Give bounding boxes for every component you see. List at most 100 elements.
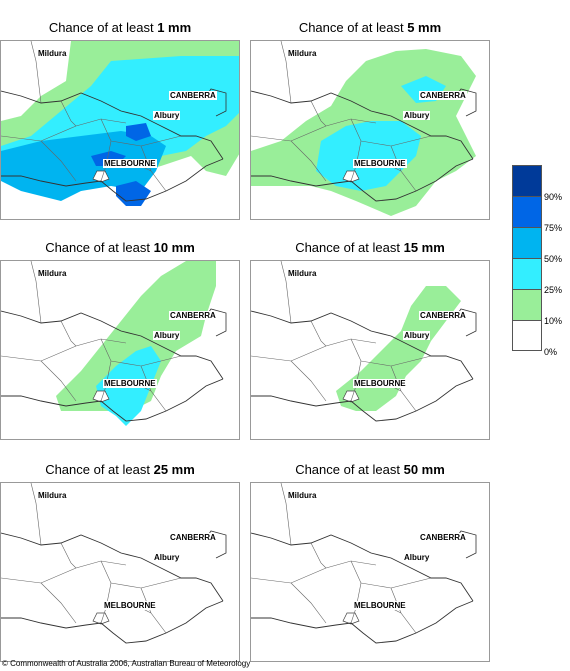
district-boundary [310, 100, 327, 127]
district-boundary [350, 118, 362, 182]
state-border [251, 532, 474, 602]
city-label-albury: Albury [153, 331, 181, 340]
district-boundary [310, 320, 327, 347]
district-boundary [280, 261, 292, 324]
threshold-label: 10 mm [153, 240, 195, 255]
probability-area [316, 121, 421, 191]
city-label-melbourne: MELBOURNE [353, 379, 407, 388]
map-svg [1, 41, 239, 206]
district-boundary [290, 582, 327, 624]
legend-label: 90% [544, 192, 563, 202]
district-boundary [30, 41, 42, 104]
city-label-mildura: Mildura [37, 269, 68, 278]
probability-area [56, 261, 216, 411]
probability-map: Mildura CANBERRA Albury MELBOURNE [250, 260, 490, 440]
probability-area [126, 123, 151, 141]
legend-label: 50% [544, 254, 563, 264]
legend-swatch [512, 165, 542, 196]
district-boundary [310, 542, 327, 569]
city-label-canberra: CANBERRA [169, 311, 217, 320]
district-boundary [360, 355, 432, 367]
city-label-albury: Albury [403, 111, 431, 120]
district-boundary [251, 560, 377, 584]
city-label-melbourne: MELBOURNE [103, 601, 157, 610]
legend-label: 75% [544, 223, 563, 233]
city-label-mildura: Mildura [37, 491, 68, 500]
coastline [251, 600, 474, 644]
threshold-label: 50 mm [403, 462, 445, 477]
district-boundary [60, 320, 77, 347]
coastline [251, 378, 474, 422]
map-svg [1, 483, 227, 644]
coastline [1, 600, 224, 644]
state-border [251, 90, 474, 160]
district-boundary [350, 338, 362, 402]
district-boundary [350, 560, 362, 624]
district-boundary [290, 140, 327, 182]
coastline [1, 158, 224, 202]
legend-label: 0% [544, 347, 558, 357]
district-boundary [60, 542, 77, 569]
panel-title: Chance of at least 5 mm [298, 20, 442, 35]
map-svg [251, 261, 477, 422]
district-boundary [40, 582, 77, 624]
city-label-canberra: CANBERRA [419, 91, 467, 100]
map-svg [1, 261, 227, 426]
district-boundary [40, 360, 77, 402]
legend-swatch [512, 258, 542, 289]
state-border [251, 310, 474, 380]
city-label-mildura: Mildura [287, 269, 318, 278]
legend-swatch [512, 289, 542, 320]
probability-map: Mildura CANBERRA Albury MELBOURNE [0, 482, 240, 662]
map-svg [251, 41, 477, 216]
city-label-albury: Albury [153, 111, 181, 120]
panel-title: Chance of at least 15 mm [295, 240, 445, 255]
district-boundary [110, 355, 182, 367]
legend-label: 25% [544, 285, 563, 295]
threshold-label: 25 mm [153, 462, 195, 477]
coastline [1, 378, 224, 422]
city-label-canberra: CANBERRA [419, 311, 467, 320]
city-label-mildura: Mildura [287, 491, 318, 500]
district-boundary [1, 560, 127, 584]
district-boundary [360, 135, 432, 147]
city-label-melbourne: MELBOURNE [353, 159, 407, 168]
district-boundary [390, 587, 417, 634]
threshold-label: 1 mm [157, 20, 192, 35]
probability-area [1, 131, 166, 201]
state-border [1, 90, 224, 160]
district-boundary [100, 338, 112, 402]
city-label-albury: Albury [153, 553, 181, 562]
city-label-melbourne: MELBOURNE [103, 379, 157, 388]
district-boundary [40, 140, 77, 182]
state-border [1, 532, 224, 602]
city-label-mildura: Mildura [287, 49, 318, 58]
city-label-melbourne: MELBOURNE [103, 159, 157, 168]
threshold-label: 15 mm [403, 240, 445, 255]
legend-swatch [512, 227, 542, 258]
district-boundary [360, 577, 432, 589]
legend-swatch [512, 196, 542, 227]
district-boundary [280, 41, 292, 104]
district-boundary [110, 577, 182, 589]
probability-map: Mildura CANBERRA Albury MELBOURNE [250, 482, 490, 662]
district-boundary [280, 483, 292, 546]
panel-title: Chance of at least 50 mm [295, 462, 445, 477]
city-label-melbourne: MELBOURNE [353, 601, 407, 610]
probability-map: Mildura CANBERRA Albury MELBOURNE [250, 40, 490, 220]
district-boundary [290, 360, 327, 402]
city-label-mildura: Mildura [37, 49, 68, 58]
city-label-canberra: CANBERRA [169, 533, 217, 542]
city-label-canberra: CANBERRA [419, 533, 467, 542]
probability-map: Mildura CANBERRA Albury MELBOURNE [0, 260, 240, 440]
threshold-label: 5 mm [407, 20, 442, 35]
legend-swatch [512, 320, 542, 351]
map-svg [251, 483, 477, 644]
city-label-canberra: CANBERRA [169, 91, 217, 100]
district-boundary [30, 261, 42, 324]
city-label-albury: Albury [403, 553, 431, 562]
district-boundary [110, 135, 182, 147]
color-legend [512, 165, 542, 351]
city-label-albury: Albury [403, 331, 431, 340]
copyright-notice: © Commonwealth of Australia 2006, Austra… [2, 659, 251, 668]
